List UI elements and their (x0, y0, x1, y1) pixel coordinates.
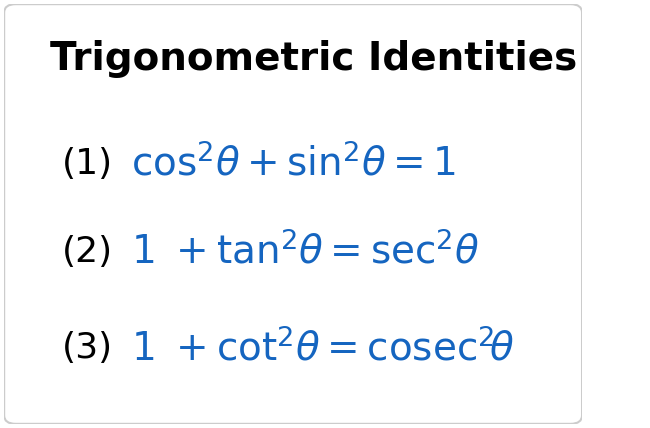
Text: $\cos^2\!\theta + \sin^2\!\theta = 1$: $\cos^2\!\theta + \sin^2\!\theta = 1$ (131, 144, 456, 184)
Text: (2): (2) (62, 235, 113, 269)
Text: Trigonometric Identities: Trigonometric Identities (51, 40, 578, 78)
Text: $1\ +\cot^2\!\theta = \mathrm{cosec}^2\!\theta$: $1\ +\cot^2\!\theta = \mathrm{cosec}^2\!… (131, 328, 515, 368)
Text: (1): (1) (62, 147, 113, 181)
Text: $1\ +\tan^2\!\theta = \sec^2\!\theta$: $1\ +\tan^2\!\theta = \sec^2\!\theta$ (131, 232, 480, 272)
Text: (3): (3) (62, 331, 113, 365)
FancyBboxPatch shape (4, 4, 582, 424)
